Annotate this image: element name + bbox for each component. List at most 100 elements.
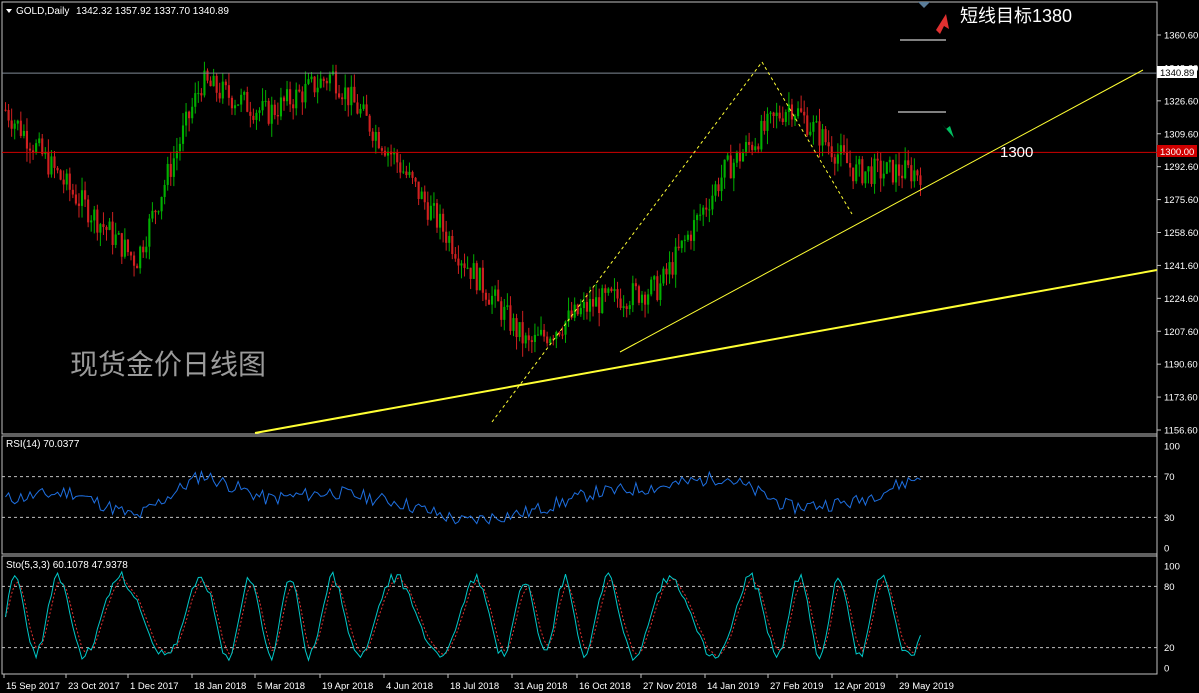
symbol-dropdown-icon[interactable] xyxy=(6,9,12,13)
candle-body xyxy=(469,267,472,279)
candle-body xyxy=(472,263,475,279)
candle-body xyxy=(267,100,270,124)
candle-body xyxy=(246,91,249,112)
candle-body xyxy=(637,286,641,303)
candle-body xyxy=(879,160,882,179)
candle-body xyxy=(279,97,283,117)
candle-body xyxy=(359,108,362,114)
candle-body xyxy=(622,306,625,308)
candle-body xyxy=(484,292,488,300)
candle-body xyxy=(353,86,356,103)
candle-body xyxy=(643,294,647,305)
sto-panel-frame xyxy=(1,555,1158,675)
candle-body xyxy=(668,262,671,275)
candle-body xyxy=(252,115,255,120)
candle-body xyxy=(209,80,212,87)
candle-body xyxy=(506,305,509,307)
candle-body xyxy=(766,113,769,131)
main-y-axis: 1360.601343.601326.601309.601292.601275.… xyxy=(1157,31,1198,437)
candle-body xyxy=(289,89,292,105)
candle-body xyxy=(194,93,197,107)
candle-body xyxy=(916,170,919,176)
candle-body xyxy=(861,159,864,184)
target-annotation: 短线目标1380 xyxy=(960,6,1072,26)
candle-body xyxy=(71,189,74,195)
scroll-marker-icon xyxy=(918,2,930,8)
candle-body xyxy=(304,83,307,103)
candle-body xyxy=(598,297,601,314)
sto-signal-line xyxy=(5,576,921,657)
candle-body xyxy=(533,334,536,343)
candle-body xyxy=(93,209,96,221)
candle-body xyxy=(411,171,414,178)
candle-body xyxy=(714,184,717,196)
candle-body xyxy=(154,210,157,213)
candle-body xyxy=(888,159,891,163)
candle-body xyxy=(405,171,408,176)
y-tick-label: 1292.60 xyxy=(1164,162,1198,173)
candle-body xyxy=(607,288,610,293)
candle-body xyxy=(212,75,215,87)
candle-body xyxy=(44,151,47,155)
candle-body xyxy=(47,151,50,175)
sto-main-line xyxy=(5,570,921,662)
candle-body xyxy=(414,177,417,182)
candle-body xyxy=(454,254,457,259)
candle-body xyxy=(347,87,350,106)
candle-body xyxy=(249,111,252,116)
candle-body xyxy=(334,71,338,94)
candle-body xyxy=(390,151,393,155)
candle-body xyxy=(818,121,821,146)
sto-tick-label: 100 xyxy=(1164,562,1180,573)
candle-body xyxy=(393,152,396,155)
candle-body xyxy=(539,329,543,335)
candle-body xyxy=(855,164,858,182)
candle-body xyxy=(218,92,221,99)
candle-body xyxy=(316,87,319,93)
y-tick-label: 1173.60 xyxy=(1164,393,1198,404)
candle-body xyxy=(778,112,781,119)
candle-body xyxy=(919,175,922,185)
candle-body xyxy=(686,234,689,240)
candle-body xyxy=(876,158,879,161)
candle-body xyxy=(671,262,674,275)
candle-body xyxy=(873,158,876,184)
candle-body xyxy=(775,112,778,116)
candle-body xyxy=(662,268,665,284)
rsi-panel-frame xyxy=(1,435,1158,555)
candle-body xyxy=(561,334,564,336)
y-tick-label: 1309.60 xyxy=(1164,129,1198,140)
candle-body xyxy=(399,162,402,173)
candle-body xyxy=(7,110,10,121)
candle-body xyxy=(313,76,316,93)
candle-body xyxy=(169,163,172,177)
candle-body xyxy=(184,111,188,126)
candle-body xyxy=(463,263,466,268)
y-tick-label: 1241.60 xyxy=(1164,261,1198,272)
candle-body xyxy=(530,340,533,343)
candle-body xyxy=(494,289,497,296)
rsi-tick-label: 0 xyxy=(1164,544,1169,555)
rsi-tick-label: 70 xyxy=(1164,472,1175,483)
candle-body xyxy=(206,70,209,81)
candle-body xyxy=(273,104,276,116)
candle-body xyxy=(38,138,41,144)
candle-body xyxy=(429,205,432,220)
candle-body xyxy=(680,240,683,249)
candle-body xyxy=(830,146,833,158)
candle-body xyxy=(356,102,359,114)
candle-body xyxy=(546,336,549,344)
candle-body xyxy=(448,235,451,243)
candle-body xyxy=(585,301,589,312)
x-tick-label: 29 May 2019 xyxy=(899,681,954,692)
candle-body xyxy=(310,76,313,80)
candle-body xyxy=(748,142,751,145)
candle-body xyxy=(264,100,267,102)
candle-body xyxy=(803,111,806,116)
candle-body xyxy=(175,151,178,159)
candle-body xyxy=(490,295,494,305)
candle-body xyxy=(864,171,867,184)
candle-body xyxy=(800,108,803,112)
candle-body xyxy=(295,89,298,109)
candle-body xyxy=(215,75,218,93)
